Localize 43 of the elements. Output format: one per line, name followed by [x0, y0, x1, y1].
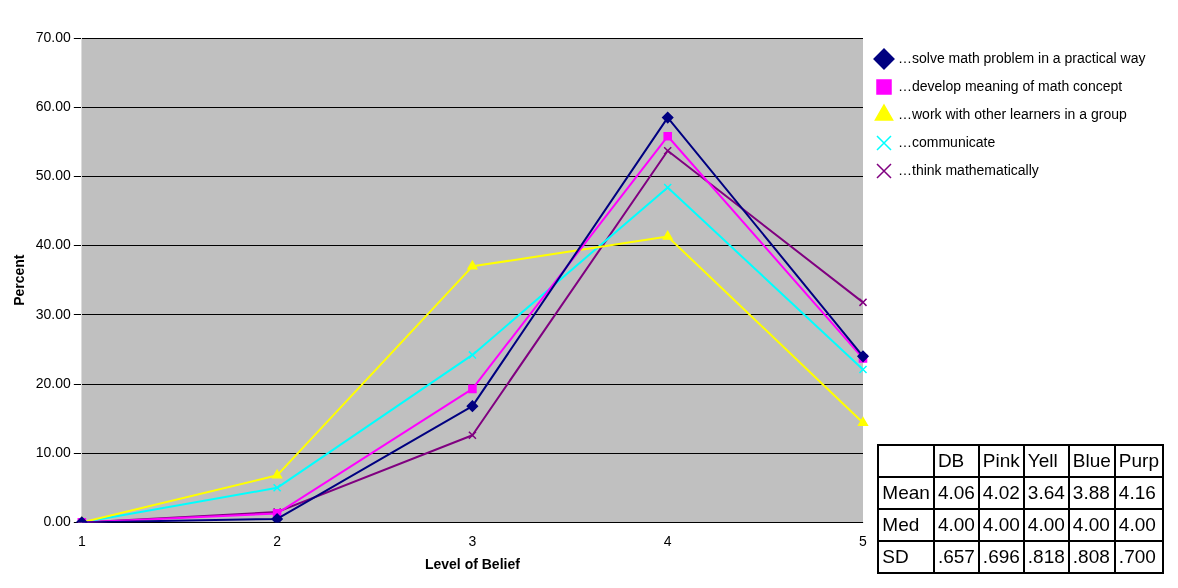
y-tick-label: 0.00 [43, 513, 72, 530]
y-tick-label: 60.00 [35, 98, 72, 115]
text: 4.00 [1027, 514, 1065, 535]
category-label: Mean [882, 482, 930, 503]
legend-label: …work with other learners in a group [898, 105, 1127, 122]
text: .818 [1027, 546, 1065, 567]
text: .657 [937, 546, 975, 567]
category-label: Purp [1114, 445, 1163, 477]
text: 4.16 [1118, 482, 1156, 503]
text: 4.06 [937, 482, 975, 503]
text: 3.64 [1027, 482, 1065, 503]
legend-label: …think mathematically [898, 161, 1039, 178]
x-tick-label: 4 [663, 532, 672, 549]
category-label: DB [933, 445, 979, 477]
text: 4.00 [937, 514, 975, 535]
category-label: Yell [1023, 445, 1069, 477]
y-tick-label: 40.00 [35, 236, 72, 253]
text: 4.02 [982, 482, 1020, 503]
legend-label: …develop meaning of math concept [898, 77, 1123, 94]
text: .808 [1072, 546, 1110, 567]
x-tick-label: 2 [273, 532, 282, 549]
text: 4.00 [1072, 514, 1110, 535]
y-tick-label: 20.00 [35, 374, 72, 391]
y-axis-title: Percent [11, 254, 28, 306]
category-label: SD [882, 546, 909, 567]
category-label: Pink [978, 445, 1024, 477]
text: 4.00 [982, 514, 1020, 535]
y-tick-label: 70.00 [35, 28, 72, 45]
x-tick-label: 5 [859, 532, 868, 549]
legend-label: …communicate [898, 133, 996, 150]
x-tick-label: 1 [77, 532, 86, 549]
text: 4.00 [1118, 514, 1156, 535]
category-label: Med [882, 514, 920, 535]
x-tick-label: 3 [468, 532, 477, 549]
text: .696 [982, 546, 1020, 567]
y-tick-label: 30.00 [35, 305, 72, 322]
legend-label: …solve math problem in a practical way [898, 49, 1146, 66]
category-label: Blue [1068, 445, 1115, 477]
y-tick-label: 10.00 [35, 444, 72, 461]
text: 3.88 [1072, 482, 1110, 503]
x-axis-title: Level of Belief [424, 556, 521, 573]
y-tick-label: 50.00 [35, 167, 72, 184]
text: .700 [1118, 546, 1156, 567]
